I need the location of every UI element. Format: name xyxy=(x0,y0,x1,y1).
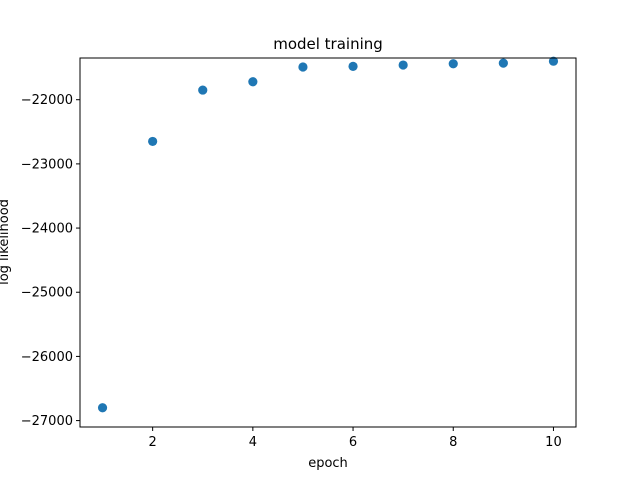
data-point xyxy=(97,403,108,413)
data-point xyxy=(198,85,208,95)
x-tick-label: 10 xyxy=(545,435,562,450)
x-tick-label: 8 xyxy=(449,435,457,450)
data-point xyxy=(498,58,508,68)
data-point xyxy=(298,62,308,72)
y-tick-label: −23000 xyxy=(21,157,73,172)
x-tick-label: 6 xyxy=(349,435,357,450)
data-point xyxy=(548,56,559,66)
x-axis-label: epoch xyxy=(308,456,348,471)
y-axis-label: log likelihood xyxy=(0,199,12,285)
plot-frame xyxy=(79,57,577,428)
data-points xyxy=(97,56,559,413)
data-point xyxy=(348,61,358,71)
data-point xyxy=(398,60,408,70)
data-point xyxy=(448,59,458,69)
x-tick-label: 2 xyxy=(149,435,157,450)
chart-title: model training xyxy=(273,35,383,53)
y-tick-label: −22000 xyxy=(21,93,73,108)
x-tick-label: 4 xyxy=(249,435,257,450)
y-tick-label: −24000 xyxy=(21,222,73,237)
y-tick-label: −25000 xyxy=(21,286,73,301)
ticks: 2 4 6 8 10 −27000 −26000 −25000 −24000 −23000 −220… xyxy=(21,93,562,450)
data-point xyxy=(248,77,258,87)
y-tick-label: −26000 xyxy=(21,350,73,365)
data-point xyxy=(148,136,158,147)
y-tick-label: −27000 xyxy=(21,414,73,429)
